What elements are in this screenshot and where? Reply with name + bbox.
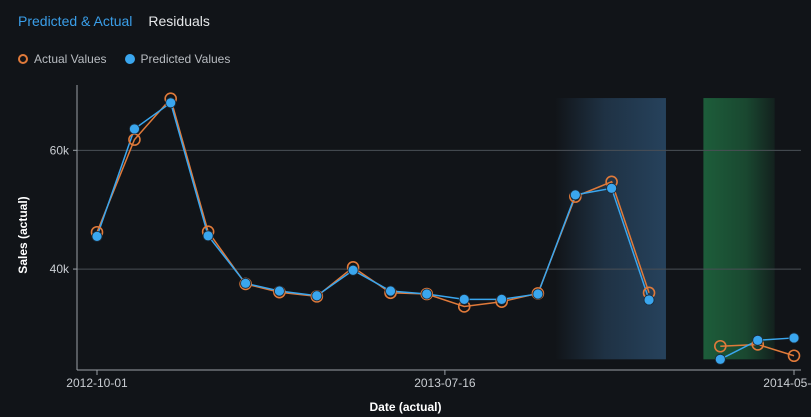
tab-predicted-actual[interactable]: Predicted & Actual (18, 13, 133, 29)
predicted-point (311, 290, 323, 302)
predicted-point (202, 230, 214, 242)
tab-residuals[interactable]: Residuals (148, 13, 210, 29)
legend-item-actual[interactable]: Actual Values (18, 52, 107, 66)
highlight-region-green (703, 98, 775, 360)
predicted-point (788, 332, 800, 344)
actual-marker-icon (18, 54, 28, 64)
legend-item-predicted[interactable]: Predicted Values (124, 52, 231, 66)
x-tick-label: 2013-07-16 (414, 376, 476, 390)
chart-view-tabs: Predicted & Actual Residuals (18, 12, 210, 30)
y-tick-label: 40k (50, 262, 70, 276)
predicted-point (385, 285, 396, 297)
predicted-point (421, 288, 433, 300)
predicted-point (347, 264, 359, 276)
legend-actual-label: Actual Values (34, 52, 107, 66)
x-tick-label: 2012-10-01 (66, 376, 128, 390)
actual-point (714, 339, 727, 353)
actual-point (787, 349, 801, 363)
predicted-point (643, 294, 655, 306)
predicted-point (458, 293, 470, 305)
predicted-marker-icon (124, 54, 135, 64)
predicted-point (240, 277, 251, 289)
y-tick-label: 60k (50, 143, 70, 157)
predicted-point (274, 285, 285, 297)
actual-point (420, 287, 434, 301)
predicted-point (714, 353, 726, 365)
x-axis-title: Date (actual) (369, 400, 442, 414)
predicted-point (91, 231, 103, 242)
predicted-point (532, 288, 544, 300)
legend-predicted-label: Predicted Values (140, 52, 231, 66)
predicted-point (165, 97, 177, 109)
predicted-point (129, 123, 140, 135)
x-tick-label: 2014-05-01 (763, 376, 811, 390)
y-axis-title: Sales (actual) (16, 196, 30, 274)
chart-legend: Actual Values Predicted Values (18, 52, 230, 66)
predicted-point (496, 293, 508, 305)
predicted-series-line (96, 101, 650, 301)
predicted-point (752, 334, 764, 346)
highlight-region-blue (554, 98, 666, 360)
predicted-point (569, 189, 581, 201)
predicted-point (606, 182, 617, 194)
